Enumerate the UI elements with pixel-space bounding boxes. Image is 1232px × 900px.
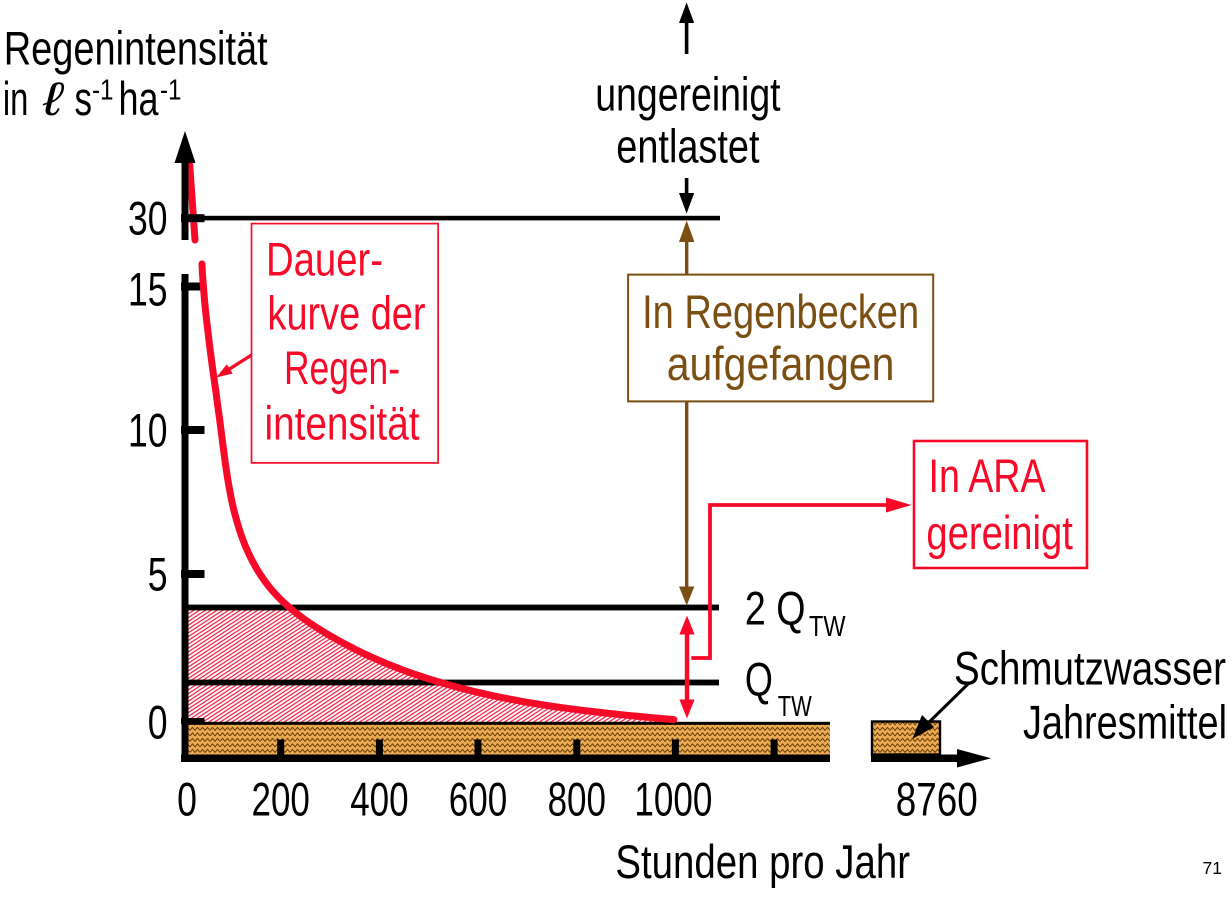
svg-text:aufgefangen: aufgefangen <box>667 337 895 390</box>
svg-text:ha: ha <box>119 72 160 125</box>
svg-text:Jahresmittel: Jahresmittel <box>1023 696 1227 749</box>
svg-text:71: 71 <box>1203 858 1222 878</box>
svg-text:gereinigt: gereinigt <box>926 506 1073 559</box>
svg-text:Dauer-: Dauer- <box>266 233 383 286</box>
svg-text:kurve der: kurve der <box>268 287 426 340</box>
svg-text:TW: TW <box>809 611 846 643</box>
svg-text:1000: 1000 <box>634 773 712 826</box>
svg-text:5: 5 <box>148 548 168 601</box>
svg-text:200: 200 <box>252 773 310 826</box>
svg-text:Stunden pro Jahr: Stunden pro Jahr <box>615 835 910 888</box>
svg-text:TW: TW <box>778 691 812 723</box>
svg-text:In ARA: In ARA <box>929 449 1047 502</box>
svg-text:Schmutzwasser: Schmutzwasser <box>954 642 1226 695</box>
svg-text:in: in <box>3 72 29 125</box>
svg-text:ℓ: ℓ <box>42 72 64 125</box>
svg-text:2 Q: 2 Q <box>745 582 806 635</box>
svg-text:Regen-: Regen- <box>284 341 400 394</box>
svg-text:400: 400 <box>350 773 408 826</box>
svg-text:0: 0 <box>177 773 197 826</box>
svg-text:800: 800 <box>548 773 606 826</box>
svg-text:Regenintensität: Regenintensität <box>4 22 268 75</box>
svg-text:-1: -1 <box>160 75 182 107</box>
svg-text:15: 15 <box>128 263 168 316</box>
svg-text:10: 10 <box>128 404 168 457</box>
svg-text:s: s <box>75 72 93 125</box>
svg-text:Q: Q <box>745 653 773 706</box>
svg-text:entlastet: entlastet <box>616 120 759 173</box>
svg-text:-1: -1 <box>92 75 114 107</box>
svg-text:600: 600 <box>449 773 507 826</box>
svg-text:8760: 8760 <box>896 773 978 826</box>
svg-text:30: 30 <box>128 192 168 245</box>
svg-text:ungereinigt: ungereinigt <box>595 68 780 121</box>
svg-text:intensität: intensität <box>265 397 420 450</box>
svg-text:In Regenbecken: In Regenbecken <box>642 285 919 338</box>
svg-text:0: 0 <box>148 696 168 749</box>
